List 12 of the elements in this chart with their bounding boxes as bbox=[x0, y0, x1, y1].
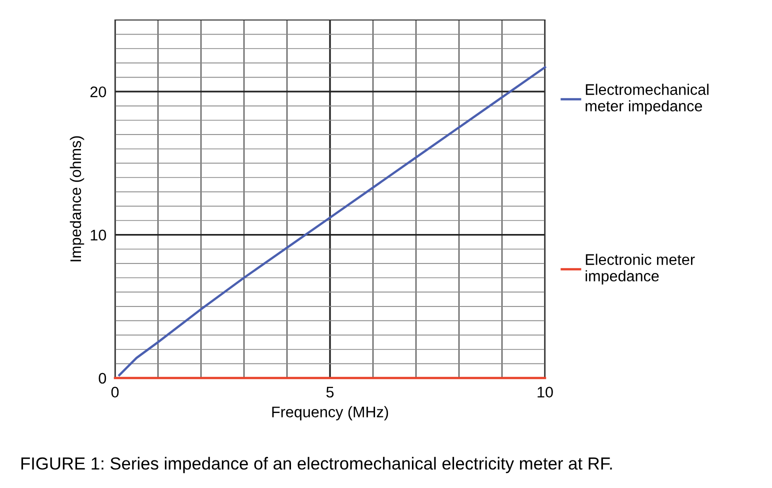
caption: FIGURE 1: Series impedance of an electromechanical electricity meter at RF. bbox=[21, 456, 612, 474]
line-series bbox=[118, 66, 546, 376]
y-axis-title: Impedance (ohms) bbox=[70, 136, 84, 262]
x-tick-label: 10 bbox=[538, 386, 553, 398]
x-axis-title: Frequency (MHz) bbox=[272, 406, 388, 420]
y-tick-label: 10 bbox=[90, 230, 106, 240]
x-tick-label: 5 bbox=[326, 386, 334, 398]
y-tick-label: 0 bbox=[98, 372, 106, 384]
x-tick-label: 0 bbox=[111, 386, 119, 398]
legend-label: Electronic meter impedance bbox=[586, 254, 695, 284]
legend-label: Electromechanical meter impedance bbox=[586, 84, 708, 114]
y-tick-label: 20 bbox=[90, 86, 106, 98]
